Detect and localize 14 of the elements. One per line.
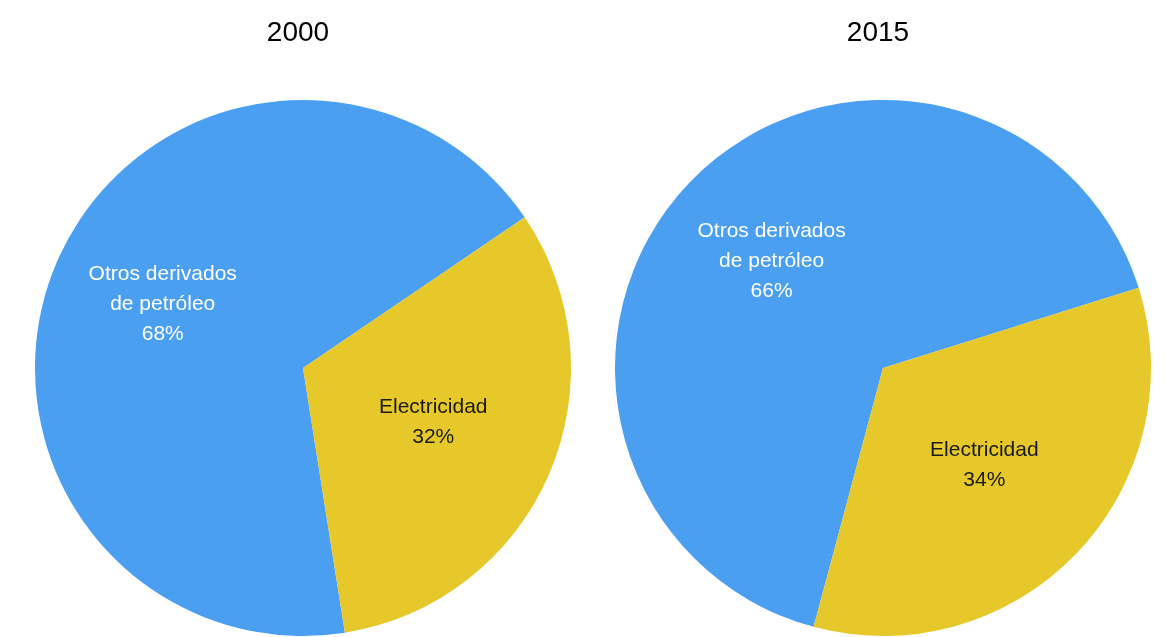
slice-label: Otros derivados de petróleo bbox=[88, 261, 237, 315]
pie-slice bbox=[35, 100, 525, 636]
chart-title: 2000 bbox=[265, 16, 331, 48]
slice-label: Electricidad bbox=[930, 436, 1039, 460]
pie-slice bbox=[813, 287, 1151, 636]
data-label: 34% bbox=[963, 466, 1006, 490]
slice-label: Otros derivados de petróleo bbox=[697, 217, 846, 271]
chart-title: 2015 bbox=[845, 16, 911, 48]
data-label: 32% bbox=[412, 423, 455, 447]
pie-slice bbox=[303, 217, 571, 633]
data-label: 66% bbox=[750, 277, 793, 301]
pie-slice bbox=[615, 100, 1139, 627]
data-label: 68% bbox=[141, 321, 184, 345]
slice-label: Electricidad bbox=[379, 393, 488, 417]
